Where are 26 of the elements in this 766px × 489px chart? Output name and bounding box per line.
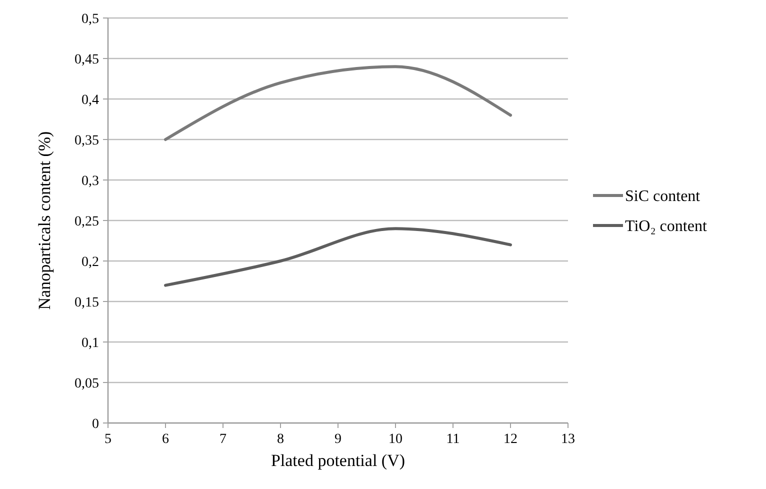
x-tick-label: 8 (277, 432, 284, 447)
x-tick-label: 7 (220, 432, 226, 447)
y-tick-label: 0,5 (82, 12, 99, 27)
x-tick-label: 10 (388, 432, 402, 447)
line-series (164, 65, 512, 141)
x-tick-label: 6 (162, 432, 169, 447)
legend-label: SiC content (625, 188, 701, 206)
y-tick-label: 0,35 (74, 133, 99, 148)
legend-label: TiO₂ content (625, 218, 708, 236)
y-tick-label: 0,45 (74, 52, 99, 68)
y-axis-title: Nanoparticals content (%) (35, 131, 54, 310)
y-tick-label: 0,4 (82, 92, 99, 108)
y-tick-label: 0,3 (82, 174, 99, 189)
x-tick-label: 9 (334, 432, 342, 447)
y-tick-label: 0,15 (74, 295, 99, 310)
y-tick-label: 0,1 (82, 336, 99, 351)
x-axis-title: Plated potential (V) (270, 451, 406, 470)
x-tick-label: 11 (446, 432, 460, 447)
y-tick-label: 0 (92, 416, 99, 432)
x-tick-label: 12 (504, 432, 518, 447)
x-tick-label: 5 (104, 432, 112, 447)
x-tick-label: 13 (561, 432, 575, 447)
line-series (164, 227, 512, 287)
y-tick-label: 0,2 (82, 254, 99, 270)
y-tick-label: 0,25 (74, 214, 99, 230)
y-tick-label: 0,05 (74, 376, 99, 392)
